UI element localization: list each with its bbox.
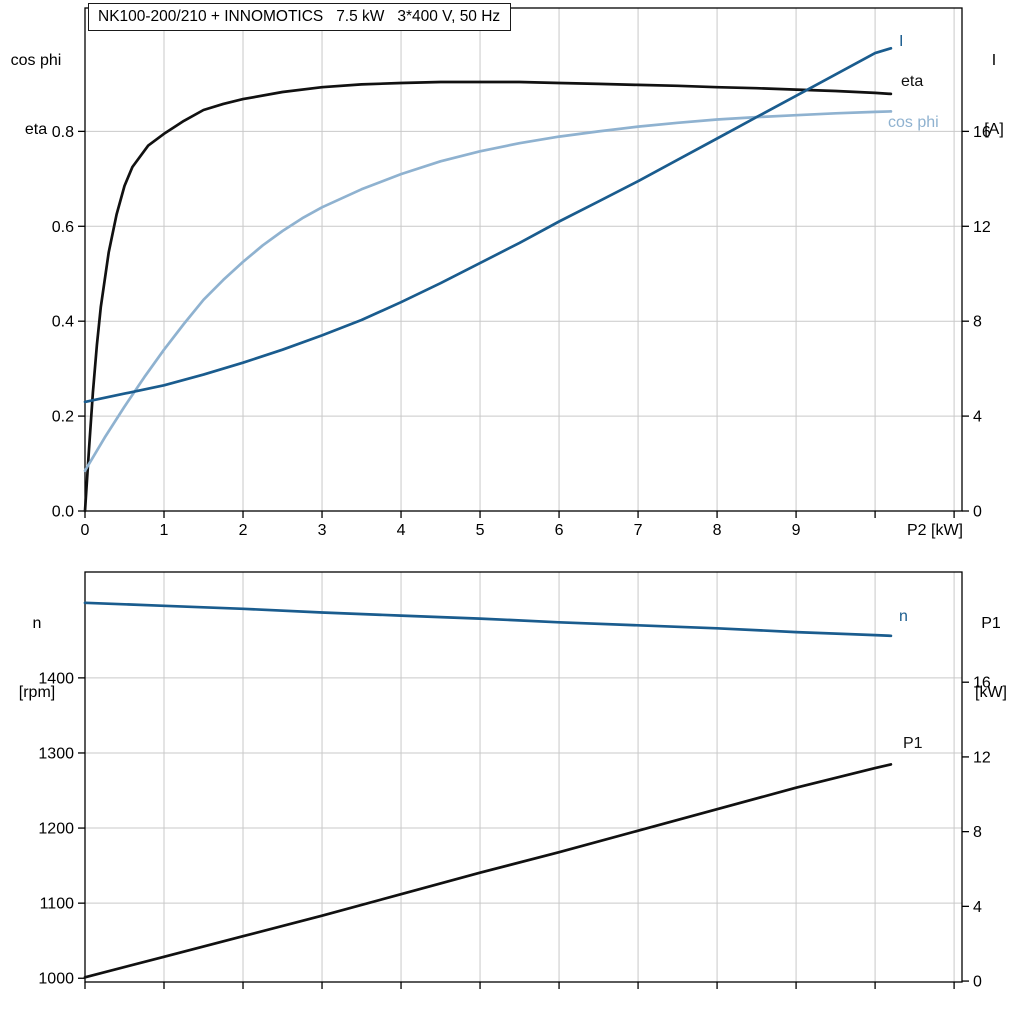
y-left-tick-label: 0.4 xyxy=(52,314,74,331)
axis-label-current-unit: [A] xyxy=(984,121,1004,138)
y-right-tick-label: 0 xyxy=(973,974,982,991)
axis-label-p1: P1 xyxy=(981,615,1001,632)
curve-label-current: I xyxy=(899,33,904,50)
plot-frame xyxy=(84,571,963,983)
plot-frame xyxy=(84,7,963,512)
y-right-tick-label: 0 xyxy=(973,504,982,521)
x-tick-label: 2 xyxy=(239,522,248,539)
axis-label-eta: eta xyxy=(24,121,48,138)
y-right-tick-label: 16 xyxy=(973,124,991,141)
axis-label-p1-unit: [kW] xyxy=(975,684,1007,701)
x-tick-label: 6 xyxy=(555,522,564,539)
series-curve-cos-phi xyxy=(83,110,893,473)
lower-right-axis-title: P1 [kW] xyxy=(960,566,1022,750)
x-tick-label: 0 xyxy=(81,522,90,539)
curve-label-cos-phi: cos phi xyxy=(888,114,939,131)
upper-left-axis-title: cos phi eta xyxy=(2,3,70,187)
x-tick-label: 7 xyxy=(634,522,643,539)
y-right-tick-label: 4 xyxy=(973,409,982,426)
curve-label-p1: P1 xyxy=(903,735,923,752)
upper-right-axis-title: I [A] xyxy=(966,3,1022,187)
curve-label-eta: eta xyxy=(901,73,924,90)
x-tick-label: 8 xyxy=(713,522,722,539)
y-right-tick-label: 12 xyxy=(973,219,991,236)
y-right-tick-label: 12 xyxy=(973,749,991,766)
y-left-tick-label: 0.2 xyxy=(52,409,74,426)
y-left-tick-label: 1000 xyxy=(38,971,74,988)
y-left-tick-label: 1100 xyxy=(40,896,75,913)
x-tick-label: 1 xyxy=(160,522,169,539)
x-tick-label: 3 xyxy=(318,522,327,539)
series-curve-I xyxy=(83,46,893,404)
y-left-tick-label: 0.8 xyxy=(52,124,74,141)
axis-label-current: I xyxy=(991,52,997,69)
series-curve-n xyxy=(83,601,893,638)
y-left-tick-label: 1300 xyxy=(38,745,74,762)
y-right-tick-label: 4 xyxy=(973,899,982,916)
y-right-tick-label: 8 xyxy=(973,824,982,841)
x-tick-label: 4 xyxy=(397,522,406,539)
x-tick-label: 5 xyxy=(476,522,485,539)
curve-label-speed: n xyxy=(899,608,908,625)
chart-title-box: NK100-200/210 + INNOMOTICS 7.5 kW 3*400 … xyxy=(88,3,512,31)
x-tick-label: 9 xyxy=(792,522,801,539)
y-left-tick-label: 0.0 xyxy=(52,504,74,521)
y-right-tick-label: 8 xyxy=(973,314,982,331)
series-curve-eta xyxy=(83,80,893,513)
lower-left-axis-title: n [rpm] xyxy=(2,566,72,750)
series-curve-P1 xyxy=(83,763,893,979)
y-right-tick-label: 16 xyxy=(973,675,991,692)
axis-label-cos-phi: cos phi xyxy=(10,52,62,69)
y-left-tick-label: 1400 xyxy=(38,670,74,687)
x-axis-label: P2 [kW] xyxy=(907,522,963,539)
axis-label-speed-unit: [rpm] xyxy=(18,684,56,701)
y-left-tick-label: 0.6 xyxy=(52,219,74,236)
axis-label-speed: n xyxy=(32,615,42,632)
y-left-tick-label: 1200 xyxy=(38,821,74,838)
